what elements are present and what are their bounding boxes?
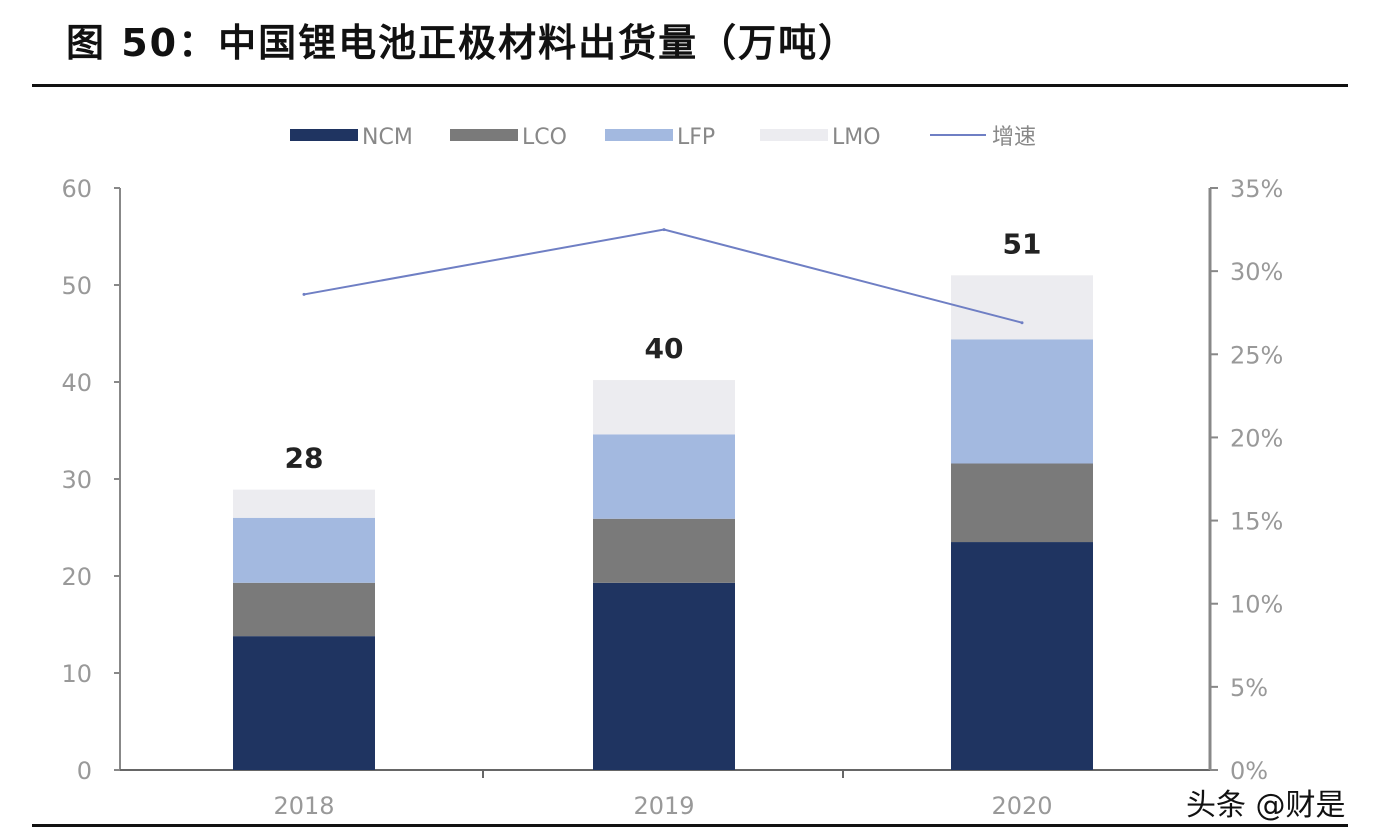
- total-label: 28: [285, 442, 324, 475]
- legend-label: LMO: [832, 125, 881, 150]
- y-tick-label: 60: [61, 175, 92, 203]
- growth-point: [662, 228, 666, 232]
- x-tick-label: 2020: [991, 792, 1052, 820]
- bar-lfp-2019: [593, 434, 735, 519]
- y2-tick-label: 15%: [1230, 508, 1283, 536]
- total-label: 40: [645, 332, 684, 365]
- x-tick-label: 2019: [633, 792, 694, 820]
- bar-lfp-2018: [233, 517, 375, 583]
- growth-point: [302, 292, 306, 296]
- y2-tick-label: 30%: [1230, 258, 1283, 286]
- legend-swatch-lco: [450, 129, 518, 141]
- bar-lco-2018: [233, 582, 375, 637]
- y2-tick-label: 20%: [1230, 424, 1283, 452]
- bar-ncm-2020: [951, 542, 1093, 770]
- bar-lfp-2020: [951, 339, 1093, 464]
- legend-swatch-ncm: [290, 129, 358, 141]
- bar-lmo-2018: [233, 489, 375, 518]
- growth-line: [303, 228, 1023, 324]
- bar-lco-2019: [593, 518, 735, 583]
- legend-label: LFP: [677, 125, 715, 150]
- bar-ncm-2018: [233, 636, 375, 770]
- y-tick-label: 10: [61, 660, 92, 688]
- legend-label: NCM: [362, 125, 413, 150]
- x-tick-label: 2018: [273, 792, 334, 820]
- bottom-rule: [32, 824, 1348, 827]
- y-tick-label: 40: [61, 369, 92, 397]
- y2-tick-label: 10%: [1230, 591, 1283, 619]
- y2-tick-label: 5%: [1230, 674, 1268, 702]
- top-rule: [32, 84, 1348, 87]
- bar-lmo-2020: [951, 275, 1093, 340]
- bar-lco-2020: [951, 463, 1093, 543]
- y2-tick-label: 35%: [1230, 175, 1283, 203]
- bar-ncm-2019: [593, 582, 735, 770]
- y2-tick-label: 25%: [1230, 341, 1283, 369]
- y-tick-label: 50: [61, 272, 92, 300]
- y-tick-label: 30: [61, 466, 92, 494]
- total-label: 51: [1003, 227, 1042, 260]
- y2-tick-label: 0%: [1230, 757, 1268, 785]
- legend-label: LCO: [522, 125, 567, 150]
- legend-label: 增速: [992, 125, 1036, 150]
- y-tick-label: 20: [61, 563, 92, 591]
- legend-swatch-lmo: [760, 129, 828, 141]
- bar-lmo-2019: [593, 380, 735, 435]
- y-tick-label: 0: [77, 757, 92, 785]
- chart-title: 图 50：中国锂电池正极材料出货量（万吨）: [66, 21, 859, 65]
- watermark: 头条 @财是: [1186, 788, 1346, 823]
- growth-point: [1020, 321, 1024, 325]
- legend-swatch-lfp: [605, 129, 673, 141]
